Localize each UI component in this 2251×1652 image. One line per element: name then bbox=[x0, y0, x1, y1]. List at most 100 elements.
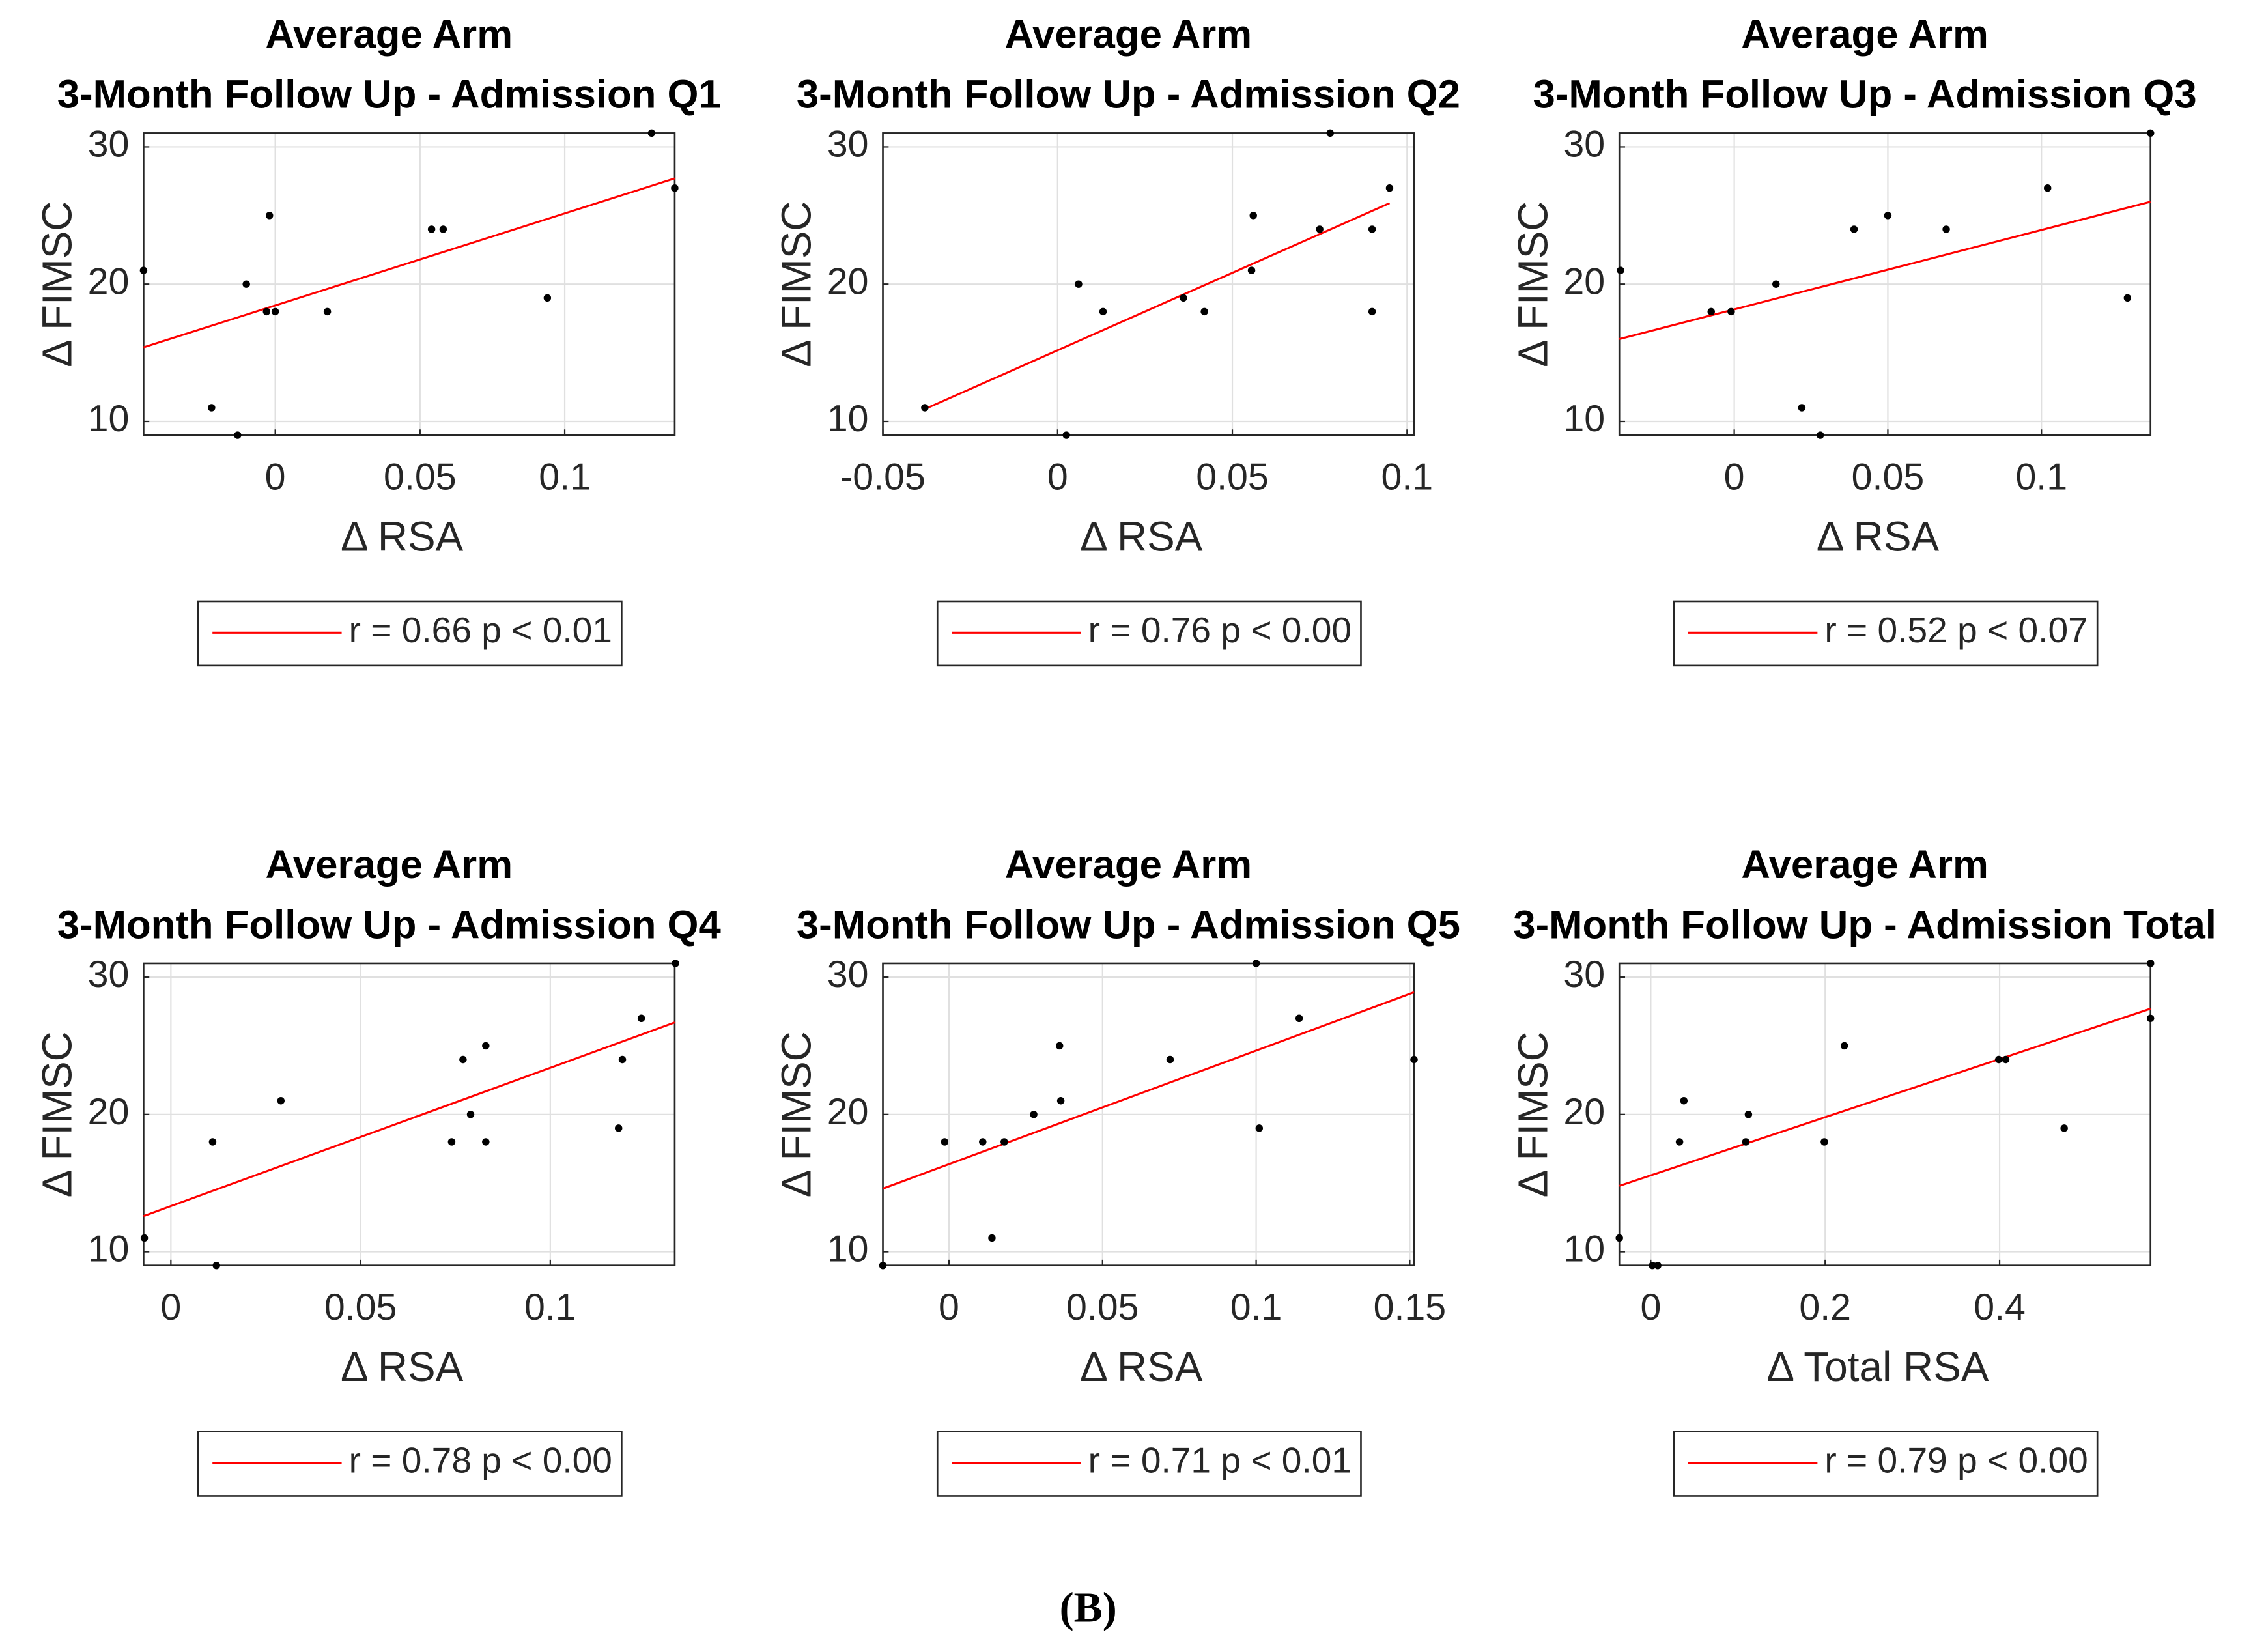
chart-title: Average Arm bbox=[266, 12, 513, 57]
legend-label: r = 0.79 p < 0.00 bbox=[1824, 1440, 2088, 1481]
y-axis-label: Δ FIMSC bbox=[772, 201, 819, 367]
y-tick-label: 10 bbox=[1563, 1229, 1605, 1270]
data-point bbox=[1062, 431, 1070, 439]
data-point bbox=[212, 1261, 220, 1270]
data-point bbox=[543, 294, 552, 302]
data-point bbox=[1742, 1138, 1750, 1146]
data-point bbox=[262, 307, 271, 316]
data-point bbox=[941, 1138, 949, 1146]
plot-border bbox=[882, 962, 1415, 1266]
data-point bbox=[1820, 1138, 1828, 1146]
data-point bbox=[323, 307, 332, 316]
data-point bbox=[921, 404, 929, 412]
plot-border bbox=[143, 962, 676, 1266]
data-point bbox=[2043, 184, 2052, 192]
x-tick-label: 0.1 bbox=[2015, 456, 2067, 498]
data-point bbox=[1615, 1234, 1623, 1242]
data-point bbox=[1385, 184, 1394, 192]
data-point bbox=[614, 1124, 623, 1132]
data-point bbox=[672, 960, 679, 967]
chart-title: Average Arm bbox=[1741, 842, 1989, 887]
y-tick-label: 10 bbox=[827, 1229, 869, 1270]
y-tick-label: 30 bbox=[88, 124, 130, 165]
data-point bbox=[266, 212, 274, 220]
x-axis-label: Δ RSA bbox=[341, 1343, 464, 1390]
data-point bbox=[1252, 960, 1260, 967]
y-tick-label: 30 bbox=[1563, 954, 1605, 995]
legend-label: r = 0.71 p < 0.01 bbox=[1088, 1440, 1352, 1481]
y-tick-label: 10 bbox=[827, 398, 869, 440]
data-point bbox=[447, 1138, 456, 1146]
chart-subtitle: 3-Month Follow Up - Admission Q4 bbox=[57, 902, 721, 947]
y-tick-label: 20 bbox=[88, 261, 130, 302]
data-point bbox=[1772, 280, 1780, 288]
y-tick-label: 30 bbox=[827, 954, 869, 995]
data-point bbox=[1617, 266, 1624, 274]
x-tick-label: 0.1 bbox=[1230, 1287, 1282, 1328]
x-axis-label: Δ RSA bbox=[1080, 1343, 1203, 1390]
y-tick-label: 30 bbox=[1563, 124, 1605, 165]
data-point bbox=[139, 266, 148, 274]
data-point bbox=[1680, 1097, 1688, 1105]
x-tick-label: 0 bbox=[265, 456, 286, 498]
y-tick-label: 20 bbox=[88, 1091, 130, 1133]
data-point bbox=[988, 1234, 996, 1242]
data-point bbox=[1099, 307, 1107, 316]
x-tick-label: 0.4 bbox=[1974, 1287, 2026, 1328]
x-tick-label: 0.05 bbox=[1196, 456, 1269, 498]
data-point bbox=[1654, 1261, 1662, 1270]
y-axis-label: Δ FIMSC bbox=[33, 201, 80, 367]
data-point bbox=[2146, 1014, 2155, 1022]
y-tick-label: 20 bbox=[827, 1091, 869, 1133]
fit-line bbox=[1619, 1008, 2151, 1187]
data-point bbox=[1368, 307, 1376, 316]
data-point bbox=[1200, 307, 1208, 316]
data-point bbox=[234, 431, 242, 439]
data-point bbox=[1055, 1042, 1064, 1050]
data-point bbox=[618, 1055, 627, 1064]
y-tick-label: 20 bbox=[1563, 261, 1605, 302]
data-point bbox=[671, 184, 679, 192]
legend-label: r = 0.66 p < 0.01 bbox=[349, 610, 612, 650]
data-point bbox=[2123, 294, 2132, 302]
data-point bbox=[1994, 1055, 2003, 1064]
data-point bbox=[637, 1014, 645, 1022]
x-tick-label: 0.05 bbox=[384, 456, 457, 498]
data-point bbox=[1249, 212, 1257, 220]
fit-line bbox=[143, 177, 675, 349]
data-point bbox=[482, 1138, 490, 1146]
x-tick-label: 0 bbox=[160, 1287, 181, 1328]
y-tick-label: 30 bbox=[88, 954, 130, 995]
data-point bbox=[459, 1055, 467, 1064]
y-axis-label: Δ FIMSC bbox=[1509, 201, 1556, 367]
data-point bbox=[1247, 266, 1256, 274]
data-point bbox=[427, 225, 436, 233]
legend-label: r = 0.52 p < 0.07 bbox=[1824, 610, 2088, 650]
chart-subtitle: 3-Month Follow Up - Admission Q1 bbox=[57, 72, 721, 117]
chart-subtitle: 3-Month Follow Up - Admission Total bbox=[1513, 902, 2216, 947]
data-point bbox=[1727, 307, 1735, 316]
y-axis-label: Δ FIMSC bbox=[1509, 1031, 1556, 1197]
data-point bbox=[1675, 1138, 1684, 1146]
y-axis-label: Δ FIMSC bbox=[772, 1031, 819, 1197]
data-point bbox=[979, 1138, 987, 1146]
fit-line bbox=[882, 991, 1415, 1190]
x-tick-label: 0.2 bbox=[1799, 1287, 1851, 1328]
data-point bbox=[1942, 225, 1950, 233]
data-point bbox=[1000, 1138, 1008, 1146]
y-tick-label: 10 bbox=[88, 398, 130, 440]
data-point bbox=[482, 1042, 490, 1050]
y-tick-label: 30 bbox=[827, 124, 869, 165]
x-tick-label: 0.1 bbox=[539, 456, 591, 498]
y-tick-label: 20 bbox=[1563, 1091, 1605, 1133]
x-tick-label: 0.1 bbox=[524, 1287, 576, 1328]
fit-line bbox=[1619, 201, 2151, 341]
data-point bbox=[1316, 225, 1324, 233]
data-point bbox=[439, 225, 447, 233]
data-point bbox=[466, 1111, 475, 1118]
data-point bbox=[1840, 1042, 1848, 1050]
data-point bbox=[1410, 1055, 1418, 1064]
y-axis-label: Δ FIMSC bbox=[33, 1031, 80, 1197]
data-point bbox=[1056, 1097, 1065, 1105]
